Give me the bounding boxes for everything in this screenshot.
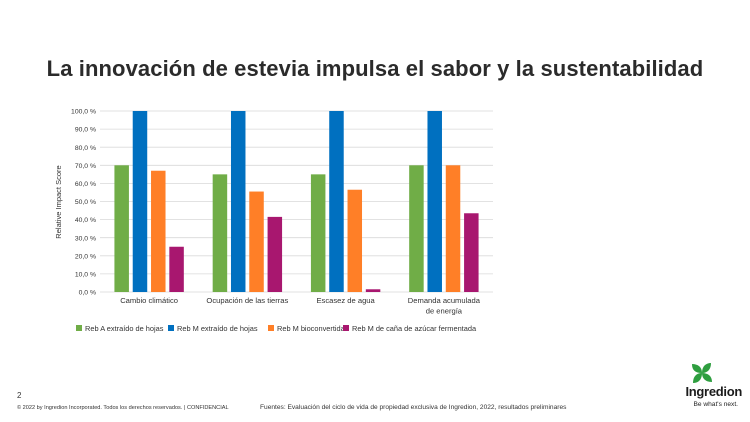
bar xyxy=(249,191,264,292)
y-axis-ticks: 0,0 % 10,0 % 20,0 % 30,0 % 40,0 % 50,0 % 60,0 … xyxy=(71,109,96,297)
legend-item: Reb A extraído de hojas xyxy=(76,324,164,333)
bars xyxy=(114,111,479,292)
bar xyxy=(365,289,381,292)
bar xyxy=(169,246,184,292)
bar xyxy=(114,165,129,292)
bar xyxy=(310,174,326,292)
legend-label: Reb A extraído de hojas xyxy=(85,324,164,333)
source-note: Fuentes: Evaluación del ciclo de vida de… xyxy=(260,404,567,411)
legend-swatch xyxy=(168,325,174,331)
bar xyxy=(409,165,424,292)
bar xyxy=(132,111,148,292)
bar xyxy=(212,174,228,292)
x-category-label: Cambio climático xyxy=(120,296,178,305)
bar xyxy=(230,111,246,292)
y-tick-label: 40,0 % xyxy=(75,217,96,224)
legend-swatch xyxy=(76,325,82,331)
y-tick-label: 80,0 % xyxy=(75,145,96,152)
logo-tagline: Be what's next. xyxy=(693,401,738,408)
legend-label: Reb M bioconvertida xyxy=(277,324,346,333)
y-tick-label: 0,0 % xyxy=(79,290,96,297)
bar-chart: Relative Impact Score 0,0 % 10,0 % 20,0 % 3… xyxy=(54,109,493,333)
logo-name: Ingredion xyxy=(685,384,742,399)
ingredion-logo: Ingredion Be what's next. xyxy=(668,362,746,412)
x-category-label: Escasez de agua xyxy=(316,296,375,305)
legend: Reb A extraído de hojas Reb M extraído de… xyxy=(76,324,477,333)
legend-label: Reb M extraído de hojas xyxy=(177,324,258,333)
bar xyxy=(267,216,283,292)
x-category-label: de energía xyxy=(426,307,463,316)
y-tick-label: 30,0 % xyxy=(75,235,96,242)
legend-swatch xyxy=(343,325,349,331)
bar xyxy=(151,170,166,292)
x-category-label: Demanda acumulada xyxy=(408,296,481,305)
y-tick-label: 60,0 % xyxy=(75,181,96,188)
y-tick-label: 70,0 % xyxy=(75,163,96,170)
x-category-label: Ocupación de las tierras xyxy=(206,296,288,305)
bar xyxy=(445,165,461,292)
y-tick-label: 10,0 % xyxy=(75,272,96,279)
leaf-logo-icon xyxy=(692,363,712,383)
slide-title: La innovación de estevia impulsa el sabo… xyxy=(46,56,704,81)
y-axis-label: Relative Impact Score xyxy=(54,165,63,238)
legend-item: Reb M extraído de hojas xyxy=(168,324,258,333)
copyright-notice: © 2022 by Ingredion Incorporated. Todos … xyxy=(17,405,229,411)
y-tick-label: 90,0 % xyxy=(75,127,96,134)
x-axis-categories: Cambio climático Ocupación de las tierras… xyxy=(120,296,481,316)
bar xyxy=(464,213,479,292)
y-tick-label: 50,0 % xyxy=(75,199,96,206)
y-tick-label: 20,0 % xyxy=(75,253,96,260)
bar xyxy=(329,111,344,292)
bar xyxy=(347,189,363,292)
legend-label: Reb M de caña de azúcar fermentada xyxy=(352,324,477,333)
slide-number: 2 xyxy=(17,391,22,400)
bar xyxy=(427,111,442,292)
legend-item: Reb M bioconvertida xyxy=(268,324,346,333)
y-tick-label: 100,0 % xyxy=(71,109,96,116)
legend-swatch xyxy=(268,325,274,331)
legend-item: Reb M de caña de azúcar fermentada xyxy=(343,324,477,333)
